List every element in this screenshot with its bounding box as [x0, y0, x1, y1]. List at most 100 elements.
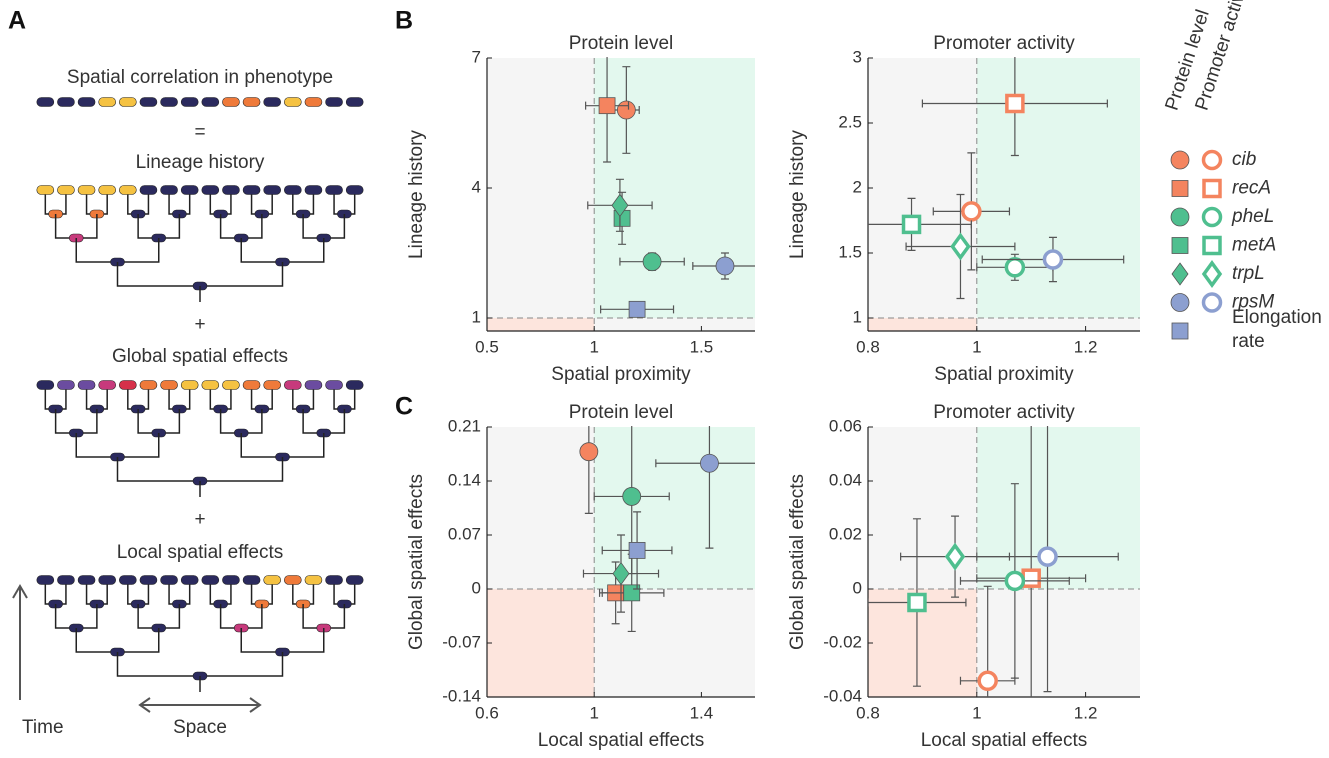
marker: recA: [1021, 568, 1041, 588]
marker: cib: [977, 670, 998, 692]
cell: [98, 380, 116, 390]
x-tick-label: 1.5: [690, 337, 714, 356]
cell: [77, 575, 96, 585]
legend-marker: [1202, 235, 1222, 256]
marker: recA: [598, 97, 616, 115]
cell: [160, 575, 178, 585]
row-label: Local spatial effects: [117, 542, 284, 563]
cell: [160, 380, 178, 390]
cell: [284, 575, 302, 585]
y-tick-label: 0.04: [829, 470, 862, 489]
x-tick-label: 0.6: [475, 703, 499, 722]
cell: [139, 97, 158, 107]
x-tick-label: 1: [972, 337, 981, 356]
cell: [139, 185, 158, 195]
y-tick-label: 0: [472, 578, 481, 597]
legend-marker: [1201, 206, 1223, 228]
legend-marker: [1201, 292, 1223, 313]
quadrant-negative: [868, 318, 977, 331]
cell: [242, 380, 261, 390]
cell: [36, 185, 55, 195]
cell: [304, 380, 323, 390]
cell: [201, 380, 220, 390]
x-tick-label: 1: [589, 703, 598, 722]
x-axis-label: Spatial proximity: [934, 364, 1074, 385]
legend-label: cib: [1232, 149, 1256, 170]
plus: +: [194, 314, 205, 335]
legend-marker: [1170, 207, 1190, 227]
x-axis-label: Spatial proximity: [551, 364, 691, 385]
cell: [242, 575, 261, 585]
y-axis-label: Global spatial effects: [406, 474, 427, 650]
cell: [36, 575, 55, 585]
y-tick-label: 0.02: [829, 524, 862, 543]
marker: pheL: [642, 252, 662, 272]
cell: [119, 97, 137, 107]
marker: cib: [579, 442, 599, 462]
chart-title: Protein level: [569, 402, 674, 423]
panel-label: C: [395, 393, 413, 421]
x-tick-label: 1.2: [1074, 703, 1098, 722]
marker: recA: [1005, 93, 1025, 114]
chart-title: Promoter activity: [933, 402, 1075, 423]
legend-label: recA: [1232, 178, 1271, 199]
time-arrow: [12, 584, 28, 700]
x-tick-label: 0.8: [856, 337, 880, 356]
y-axis-label: Lineage history: [406, 130, 427, 259]
x-tick-label: 1: [972, 703, 981, 722]
cell: [325, 380, 343, 390]
equals: =: [194, 122, 205, 143]
x-axis-label: Local spatial effects: [538, 730, 705, 751]
cell: [57, 380, 75, 390]
y-tick-label: 7: [472, 47, 481, 66]
y-tick-label: 0.07: [448, 524, 481, 543]
cell: [98, 185, 116, 195]
axis-arrows: [12, 584, 262, 713]
x-tick-label: 1.2: [1074, 337, 1098, 356]
cell: [304, 97, 323, 107]
cell: [284, 380, 302, 390]
y-tick-label: 1: [472, 307, 481, 326]
marker: cib: [961, 201, 982, 222]
y-tick-label: 4: [472, 177, 481, 196]
quadrant-positive: [976, 427, 1140, 589]
space-arrow: [138, 697, 262, 713]
cell: [201, 575, 220, 585]
legend-marker: [1202, 178, 1222, 199]
marker: Elongation rate: [628, 300, 646, 318]
cell: [222, 97, 240, 107]
y-tick-label: 2.5: [838, 112, 862, 131]
cell: [222, 185, 240, 195]
legend-marker: [1170, 150, 1190, 170]
panel-label: B: [395, 7, 413, 35]
cell: [98, 575, 116, 585]
row-label: Global spatial effects: [112, 346, 288, 367]
cell: [160, 97, 178, 107]
legend-marker: [1201, 260, 1223, 288]
y-tick-label: -0.07: [442, 632, 481, 651]
legend-marker: [1170, 293, 1190, 312]
cell: [345, 380, 364, 390]
cell: [180, 380, 199, 390]
cell: [222, 380, 240, 390]
cell: [57, 575, 75, 585]
cell: [284, 97, 302, 107]
x-tick-label: 0.5: [475, 337, 499, 356]
cell: [77, 380, 96, 390]
y-tick-label: 0.14: [448, 470, 481, 489]
cell: [139, 380, 158, 390]
row-label: Lineage history: [136, 152, 265, 173]
marker: pheL: [1004, 257, 1026, 278]
cell: [201, 97, 220, 107]
marker: trpL: [612, 561, 630, 586]
cell: [263, 575, 281, 585]
y-axis-label: Global spatial effects: [787, 474, 808, 650]
cell: [345, 185, 364, 195]
cell: [180, 185, 199, 195]
legend-label: pheL: [1231, 206, 1274, 227]
cell: [242, 185, 261, 195]
x-axis-label: Local spatial effects: [921, 730, 1088, 751]
